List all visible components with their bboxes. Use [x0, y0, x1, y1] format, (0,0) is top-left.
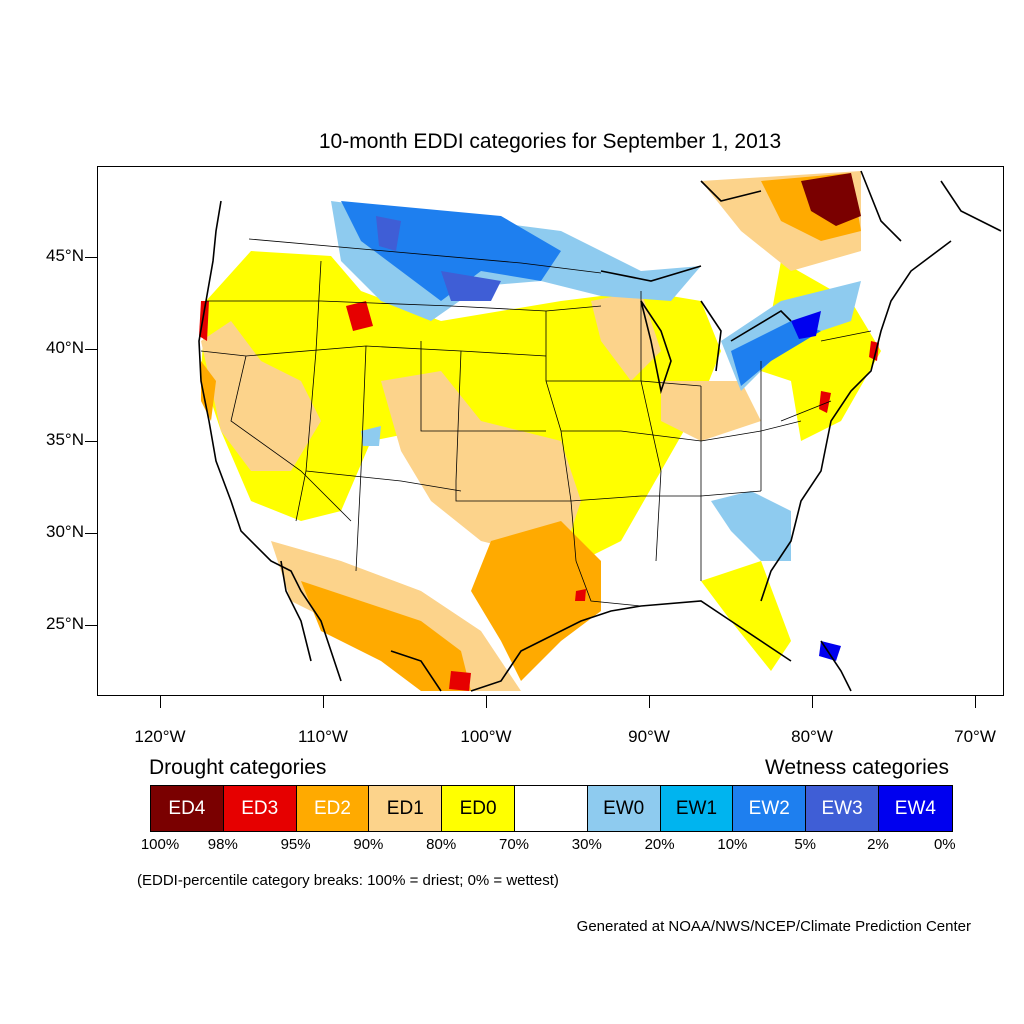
- wetness-categories-heading: Wetness categories: [764, 756, 949, 779]
- map-title: 10-month EDDI categories for September 1…: [318, 130, 782, 153]
- lon-label-120: 120°W: [134, 727, 186, 746]
- coastlines: [198, 170, 1002, 692]
- lat-label-30: 30°N: [46, 522, 84, 541]
- legend-box-ed2: ED2: [296, 786, 370, 831]
- percent-break-label: 2%: [867, 836, 889, 853]
- legend-box-ed3: ED3: [223, 786, 297, 831]
- percent-break-label: 5%: [794, 836, 817, 853]
- lon-label-110: 110°W: [298, 727, 348, 746]
- lat-label-35: 35°N: [46, 430, 84, 449]
- legend-box-normal: [514, 786, 588, 831]
- lon-tick: [323, 696, 324, 708]
- lat-label-45: 45°N: [46, 246, 84, 265]
- lon-label-90: 90°W: [628, 727, 670, 746]
- lon-tick: [486, 696, 487, 708]
- legend-box-ew3: EW3: [806, 786, 879, 831]
- legend-box-ew2: EW2: [733, 786, 807, 831]
- lat-tick: [85, 257, 97, 258]
- state-boundaries: [200, 238, 872, 607]
- category-legend: ED4 ED3 ED2 ED1 ED0 EW0 EW1 EW2 EW3 EW4: [150, 785, 953, 832]
- percent-break-label: 20%: [644, 836, 675, 853]
- legend-box-ed4: ED4: [151, 786, 224, 831]
- lon-tick: [812, 696, 813, 708]
- percent-break-label: 70%: [498, 836, 530, 853]
- legend-box-ed1: ED1: [369, 786, 443, 831]
- lon-tick: [160, 696, 161, 708]
- percent-break-label: 80%: [426, 836, 457, 853]
- lon-label-80: 80°W: [791, 727, 833, 746]
- lat-tick: [85, 625, 97, 626]
- lat-tick: [85, 349, 97, 350]
- lon-tick: [649, 696, 650, 708]
- percent-break-label: 95%: [280, 836, 311, 853]
- eddi-map: [97, 166, 1004, 696]
- lat-label-25: 25°N: [46, 614, 84, 633]
- percent-break-label: 100%: [140, 836, 180, 853]
- drought-categories-heading: Drought categories: [149, 756, 327, 779]
- legend-box-ew1: EW1: [660, 786, 734, 831]
- lat-tick: [85, 533, 97, 534]
- percent-break-label: 0%: [933, 836, 956, 853]
- credit-line: Generated at NOAA/NWS/NCEP/Climate Predi…: [576, 918, 971, 935]
- percent-break-label: 30%: [571, 836, 602, 853]
- legend-box-ew4: EW4: [878, 786, 952, 831]
- wetness-regions: [331, 201, 861, 661]
- legend-box-ed0: ED0: [442, 786, 515, 831]
- legend-box-ew0: EW0: [587, 786, 661, 831]
- lon-label-70: 70°W: [954, 727, 996, 746]
- lat-tick: [85, 441, 97, 442]
- lon-label-100: 100°W: [460, 727, 512, 746]
- category-note: (EDDI-percentile category breaks: 100% =…: [137, 872, 559, 889]
- percent-break-label: 90%: [353, 836, 384, 853]
- lat-label-40: 40°N: [46, 338, 84, 357]
- drought-regions: [199, 171, 881, 691]
- percent-break-label: 10%: [717, 836, 748, 853]
- percent-break-label: 98%: [207, 836, 238, 853]
- lon-tick: [975, 696, 976, 708]
